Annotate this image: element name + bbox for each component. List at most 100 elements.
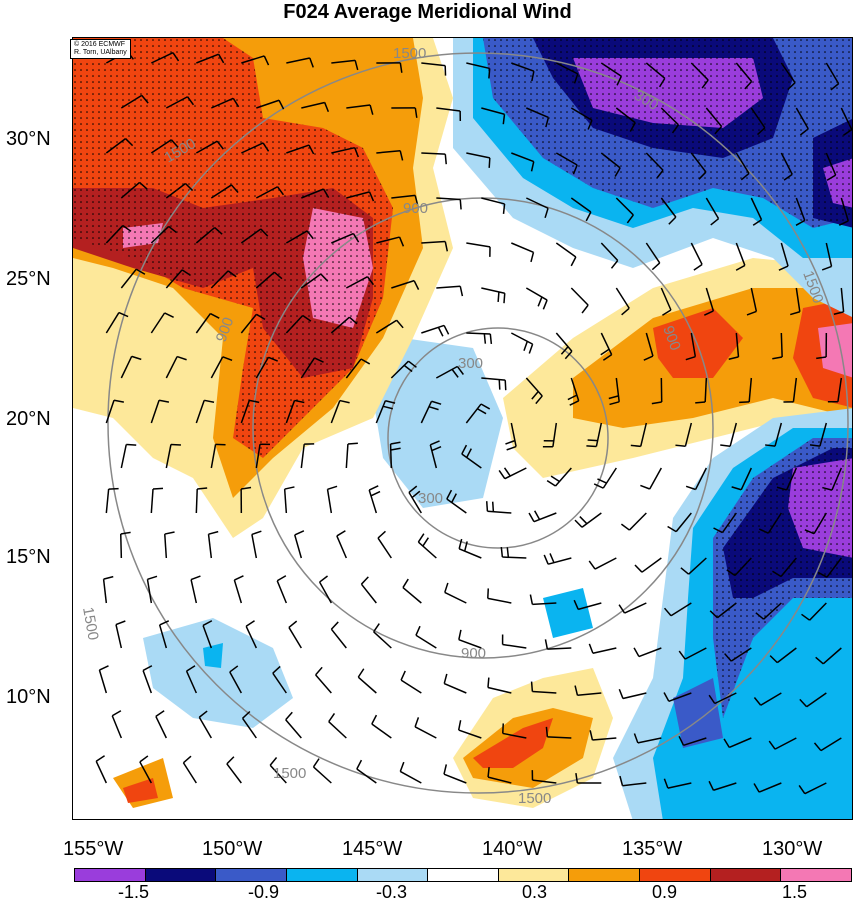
wind-barb-flag (575, 520, 582, 527)
wind-barb (329, 722, 347, 738)
lon-label: 155°W (63, 838, 123, 861)
colorbar-cell (287, 869, 358, 881)
wind-barb-flag (165, 532, 175, 534)
chart-title: F024 Average Meridional Wind (0, 0, 855, 24)
wind-barb-flag (289, 621, 297, 627)
wind-barb (337, 536, 346, 558)
wind-barb-flag (104, 577, 114, 580)
wind-barb-flag (484, 334, 485, 344)
wind-barb (503, 645, 527, 648)
lat-label: 15°N (6, 546, 51, 569)
wind-barb (595, 558, 616, 569)
wind-barb-flag (328, 486, 338, 489)
contour-label: 300 (458, 355, 483, 372)
wind-barb (121, 445, 126, 468)
wind-barb-flag (209, 532, 219, 535)
wind-barb-flag (504, 204, 505, 214)
wind-barb-flag (498, 292, 499, 302)
contour-label: 900 (403, 200, 428, 217)
lat-label: 20°N (6, 408, 51, 431)
wind-barb-flag (416, 626, 420, 635)
colorbar-cell (781, 869, 851, 881)
wind-barb (481, 288, 504, 293)
wind-barb-flag (183, 756, 191, 763)
wind-barb-flag (550, 553, 554, 562)
wind-barb-flag (551, 476, 559, 481)
wind-barb-flag (121, 532, 131, 534)
wind-barb-flag (529, 344, 532, 353)
wind-barb (285, 489, 287, 513)
wind-barb-flag (499, 380, 500, 390)
wind-barb (104, 579, 107, 603)
lat-label: 25°N (6, 268, 51, 291)
wind-barb (361, 584, 376, 603)
wind-barb (328, 489, 332, 513)
wind-barb-flag (246, 621, 254, 626)
wind-barb-flag (227, 757, 234, 764)
wind-barb-flag (191, 576, 200, 580)
wind-barb-flag (337, 531, 346, 536)
wind-barb-flag (234, 576, 243, 580)
colorbar-cell (75, 869, 146, 881)
wind-barb-flag (530, 595, 532, 605)
credit-line: © 2016 ECMWF (74, 41, 127, 49)
wind-barb-flag (460, 286, 462, 296)
wind-barb-flag (524, 341, 527, 350)
wind-barb (403, 588, 421, 603)
wind-barb-flag (371, 492, 380, 496)
wind-barb (289, 627, 301, 648)
wind-barb-flag (418, 534, 424, 542)
wind-barb-flag (459, 630, 461, 640)
wind-barb-flag (694, 264, 702, 270)
wind-barb (571, 288, 588, 305)
wind-barb-flag (635, 565, 642, 572)
wind-barb-flag (493, 502, 494, 512)
wind-barb (436, 286, 460, 288)
wind-barb-flag (487, 501, 488, 511)
negative-wind-region (543, 588, 593, 638)
wind-barb-flag (501, 547, 502, 557)
wind-barb-flag (423, 538, 429, 546)
wind-barb-flag (619, 689, 623, 698)
wind-barb-flag (459, 720, 461, 730)
wind-barb (357, 769, 377, 783)
wind-barb (488, 688, 511, 693)
wind-barb (466, 243, 490, 247)
wind-barb-flag (589, 644, 593, 653)
wind-barb-flag (532, 682, 533, 692)
wind-barb (781, 333, 782, 357)
wind-barb-flag (488, 678, 489, 688)
wind-barb-flag (631, 445, 641, 446)
wind-barb-flag (112, 711, 121, 716)
wind-barb-flag (652, 263, 659, 270)
wind-barb-flag (640, 485, 649, 489)
lat-label: 10°N (6, 686, 51, 709)
wind-barb (112, 716, 121, 738)
wind-barb-flag (99, 666, 108, 670)
wind-barb-flag (156, 711, 164, 717)
wind-barb (143, 670, 151, 693)
colorbar-cell (640, 869, 711, 881)
wind-barb-flag (171, 444, 181, 445)
wind-barb (642, 558, 661, 572)
wind-barb (313, 767, 331, 783)
wind-barb (191, 580, 196, 603)
wind-barb (346, 444, 348, 468)
wind-barb-flag (460, 200, 461, 210)
wind-barb-flag (529, 513, 534, 522)
colorbar-cell (146, 869, 217, 881)
wind-barb-flag (547, 481, 555, 486)
credit-line: R. Torn, UAlbany (74, 49, 127, 57)
negative-wind-region (143, 618, 293, 728)
lon-label: 130°W (762, 838, 822, 861)
wind-barb (415, 727, 436, 738)
wind-barb (401, 680, 421, 693)
wind-barb (116, 625, 121, 648)
wind-barb (358, 677, 376, 693)
wind-barb-flag (295, 531, 304, 535)
lon-label: 135°W (622, 838, 682, 861)
wind-barb-flag (316, 667, 323, 675)
lon-label: 140°W (482, 838, 542, 861)
wind-barb (227, 764, 241, 783)
wind-barb (234, 580, 241, 603)
